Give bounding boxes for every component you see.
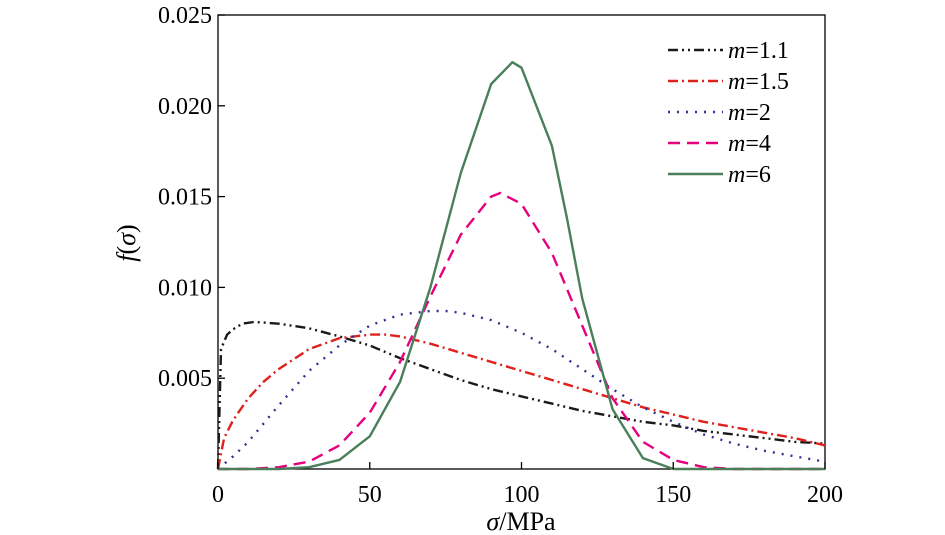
x-tick-label: 0 [212,482,224,508]
series-line-3 [217,309,826,470]
legend-label-1: m=1.1 [728,38,789,64]
legend-label-4: m=4 [728,131,771,157]
y-tick-label: 0.005 [158,366,212,392]
series-line-2 [216,333,826,470]
legend: m=1.1 m=1.5 m=2 m=4 m=6 [668,38,789,188]
x-tick-label: 100 [504,482,540,508]
series-line-1 [216,320,826,470]
legend-label-5: m=6 [728,162,771,188]
x-tick-label: 50 [358,482,382,508]
y-tick-label: 0.025 [158,3,212,29]
x-tick-label: 150 [655,482,691,508]
series-line-4 [218,191,825,471]
axis-ticks: 0 50 100 150 200 0.005 0.010 0.015 0.020 0.025 [158,3,843,508]
series-line-5 [218,61,825,471]
legend-label-2: m=1.5 [728,69,789,95]
y-tick-label: 0.020 [158,94,212,120]
series-lines [216,61,826,471]
legend-label-3: m=2 [728,100,771,126]
x-axis-label: σ/MPa [486,507,556,535]
x-tick-label: 200 [807,482,843,508]
y-tick-label: 0.010 [158,275,212,301]
y-axis-label: f(σ) [112,224,141,261]
y-tick-label: 0.015 [158,185,212,211]
